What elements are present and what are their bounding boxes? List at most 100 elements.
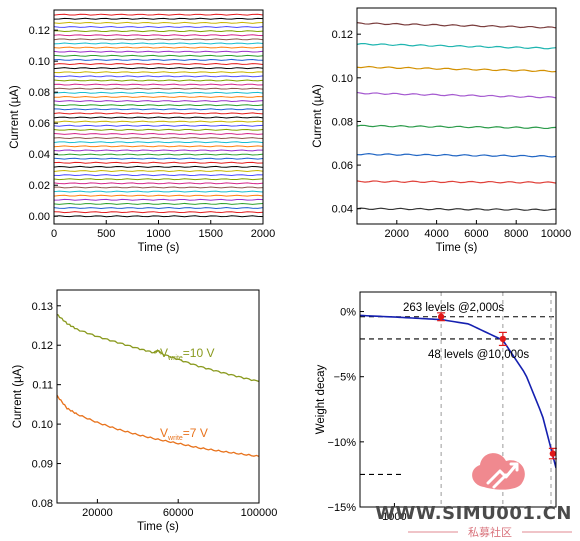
series-line-level-16 — [53, 153, 264, 156]
series-line-level-4 — [53, 202, 264, 205]
series-line-level-15 — [53, 157, 264, 160]
x-tick-label: 20000 — [82, 507, 113, 519]
y-tick-label: −15% — [328, 502, 357, 514]
y-tick-label: 0.04 — [332, 204, 353, 216]
watermark-logo-icon — [472, 453, 525, 490]
plot-frame — [56, 289, 260, 504]
x-tick-label: 500 — [97, 228, 115, 240]
series-line-level-18 — [53, 145, 264, 148]
y-tick-label: 0.04 — [29, 149, 50, 161]
series-line-level-34 — [53, 79, 264, 82]
series-line-level-45 — [53, 34, 264, 37]
x-tick-label: 8000 — [504, 228, 528, 240]
plot-frame — [359, 291, 557, 508]
series-line-level-6 — [53, 194, 264, 197]
panel-bottom-right-chart: 263 levels @2,000s 48 levels @10,000s 0% −5… — [315, 291, 557, 523]
series-line-vwrite-10v — [56, 313, 260, 383]
series-line-level-5 — [53, 198, 264, 201]
y-tick-label: 0.08 — [32, 498, 53, 510]
series-line-level-32 — [53, 87, 264, 90]
annotation-48-levels: 48 levels @10,000s — [428, 349, 529, 361]
series-line-7 — [356, 42, 557, 50]
x-axis-label: Time (s) — [138, 242, 180, 254]
y-tick-label: 0.09 — [32, 459, 53, 471]
series-line-level-23 — [53, 124, 264, 127]
series-line-level-8 — [54, 186, 264, 189]
x-axis-label: Time (s) — [137, 521, 179, 533]
x-tick-label: 0 — [51, 228, 57, 240]
y-tick-label: 0.10 — [32, 419, 53, 431]
series-line-level-3 — [53, 207, 264, 209]
panel-bottom-left-chart: Vwrite=10 V Vwrite=7 V 0.08 0.09 0.10 0.11 0.1… — [12, 289, 277, 533]
series-line-level-1 — [53, 215, 264, 218]
x-tick-label: 10000 — [541, 228, 572, 240]
y-tick-label: 0.13 — [32, 301, 53, 313]
data-point-1 — [437, 313, 445, 320]
series-line-level-21 — [53, 132, 264, 135]
x-tick-label: 60000 — [163, 507, 194, 519]
series-line-level-50 — [53, 13, 264, 16]
y-axis-label: Current (µA) — [312, 84, 324, 148]
y-tick-label: 0.11 — [32, 380, 53, 392]
series-line-level-24 — [53, 120, 264, 123]
watermark-sub: 私募社区 — [468, 525, 512, 539]
series-line-level-49 — [53, 17, 264, 20]
series-line-level-25 — [53, 116, 264, 119]
series-line-level-43 — [53, 42, 264, 45]
y-tick-label: 0.06 — [29, 118, 50, 130]
x-tick-label: 2000 — [385, 228, 409, 240]
series-line-level-19 — [53, 141, 264, 144]
weight-decay-curve — [360, 314, 556, 469]
curve-clip-group — [360, 314, 556, 469]
series-line-4 — [356, 124, 557, 130]
series-line-level-22 — [53, 128, 264, 131]
series-line-level-46 — [53, 30, 264, 33]
series-line-level-26 — [53, 112, 264, 115]
series-line-level-20 — [53, 137, 264, 140]
series-line-level-13 — [53, 165, 264, 168]
series-line-level-39 — [53, 58, 264, 61]
plot-frame — [356, 7, 557, 225]
series-line-5 — [356, 91, 557, 99]
series-line-level-17 — [53, 149, 264, 152]
y-tick-label: −10% — [328, 437, 357, 449]
series-line-level-10 — [53, 178, 264, 181]
y-tick-label: 0.06 — [332, 160, 353, 172]
x-axis-label: Time (s) — [436, 242, 478, 254]
series-line-3 — [356, 153, 557, 158]
series-line-level-14 — [53, 161, 264, 164]
series-line-level-38 — [53, 63, 264, 65]
data-point-3 — [549, 450, 557, 457]
series-line-level-12 — [53, 170, 264, 172]
y-axis-label: Current (µA) — [9, 85, 21, 149]
series-label-vwrite-7v: Vwrite=7 V — [160, 426, 208, 442]
x-tick-label: 4000 — [424, 228, 448, 240]
y-tick-label: 0.12 — [332, 29, 353, 41]
y-axis-label: Weight decay — [315, 365, 327, 435]
series-line-level-7 — [53, 190, 264, 193]
series-line-level-30 — [54, 95, 264, 98]
series-line-level-27 — [53, 108, 264, 111]
series-line-level-33 — [53, 83, 264, 86]
series-line-8 — [356, 22, 557, 29]
series-line-level-9 — [53, 182, 264, 185]
series-label-vwrite-10v: Vwrite=10 V — [160, 346, 215, 362]
series-line-level-11 — [53, 174, 264, 177]
y-tick-label: 0.08 — [332, 116, 353, 128]
series-line-level-40 — [53, 54, 264, 57]
series-line-vwrite-7v — [56, 394, 260, 458]
y-axis-label: Current (µA) — [12, 365, 24, 429]
series-line-level-29 — [53, 100, 264, 103]
series-line-level-2 — [53, 211, 264, 214]
y-tick-label: 0.10 — [29, 56, 50, 68]
series-line-level-28 — [53, 104, 264, 107]
y-tick-label: −5% — [334, 372, 357, 384]
annotation-263-levels: 263 levels @2,000s — [403, 302, 504, 314]
watermark-brand: WWW.SIMU001.CN — [375, 503, 572, 524]
series-line-level-48 — [53, 21, 264, 24]
series-line-1 — [356, 207, 557, 212]
panel-top-right-chart: 0.04 0.06 0.08 0.10 0.12 2000 4000 6000 8000 1000… — [312, 7, 572, 254]
x-tick-label: 1000 — [146, 228, 170, 240]
series-line-level-42 — [53, 46, 264, 49]
